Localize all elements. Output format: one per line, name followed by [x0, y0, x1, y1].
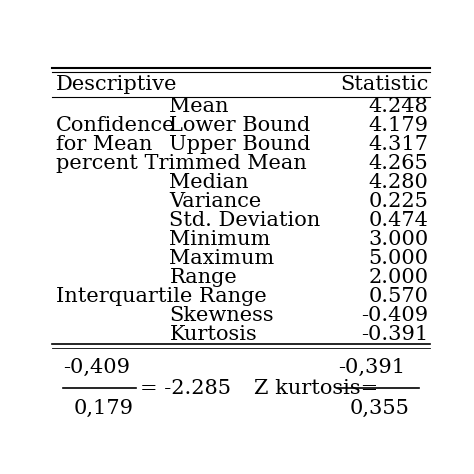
- Text: 4.248: 4.248: [369, 97, 428, 116]
- Text: Upper Bound: Upper Bound: [169, 135, 311, 154]
- Text: 2.000: 2.000: [368, 268, 428, 287]
- Text: for Mean: for Mean: [55, 135, 152, 154]
- Text: = -2.285: = -2.285: [140, 379, 231, 398]
- Text: Skewness: Skewness: [169, 306, 274, 325]
- Text: -0,409: -0,409: [63, 358, 130, 377]
- Text: Variance: Variance: [169, 192, 262, 211]
- Text: -0.409: -0.409: [361, 306, 428, 325]
- Text: Std. Deviation: Std. Deviation: [169, 211, 321, 230]
- Text: -0.391: -0.391: [361, 325, 428, 344]
- Text: Z kurtosis=: Z kurtosis=: [254, 379, 378, 398]
- Text: Mean: Mean: [169, 97, 229, 116]
- Text: percent Trimmed Mean: percent Trimmed Mean: [55, 154, 306, 173]
- Text: 4.317: 4.317: [368, 135, 428, 154]
- Text: Median: Median: [169, 173, 249, 192]
- Text: Lower Bound: Lower Bound: [169, 116, 310, 135]
- Text: Interquartile Range: Interquartile Range: [55, 287, 266, 306]
- Text: Kurtosis: Kurtosis: [169, 325, 257, 344]
- Text: 0.570: 0.570: [368, 287, 428, 306]
- Text: 0.225: 0.225: [369, 192, 428, 211]
- Text: Statistic: Statistic: [340, 75, 428, 94]
- Text: Descriptive: Descriptive: [55, 75, 177, 94]
- Text: 4.179: 4.179: [368, 116, 428, 135]
- Text: 0,179: 0,179: [74, 399, 134, 418]
- Text: 4.280: 4.280: [369, 173, 428, 192]
- Text: 4.265: 4.265: [369, 154, 428, 173]
- Text: -0,391: -0,391: [338, 358, 406, 377]
- Text: 0.474: 0.474: [369, 211, 428, 230]
- Text: Confidence: Confidence: [55, 116, 175, 135]
- Text: 5.000: 5.000: [368, 249, 428, 268]
- Text: 3.000: 3.000: [368, 230, 428, 249]
- Text: Range: Range: [169, 268, 237, 287]
- Text: Maximum: Maximum: [169, 249, 275, 268]
- Text: 0,355: 0,355: [349, 399, 410, 418]
- Text: Minimum: Minimum: [169, 230, 271, 249]
